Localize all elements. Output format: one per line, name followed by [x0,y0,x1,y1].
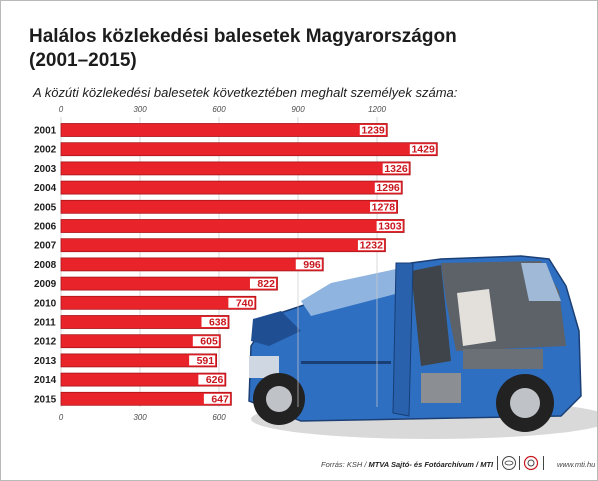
value-label-box [409,144,436,155]
mti-eye-logo [502,456,516,470]
source-prefix: Forrás: KSH / [321,460,369,469]
value-label-box [192,336,219,347]
bar [60,180,403,195]
x-tick-label: 300 [133,413,147,422]
year-label: 2012 [34,337,57,348]
value-label: 1429 [411,144,435,156]
chart-subtitle: A közúti közlekedési balesetek következt… [33,85,458,100]
bar [60,315,230,329]
bar [60,199,398,214]
value-label-box [359,125,386,135]
year-label: 2013 [34,356,57,367]
value-label-box [382,163,409,174]
value-label-box [203,393,230,404]
value-label: 1296 [376,182,400,194]
bar [60,123,388,137]
year-label: 2014 [34,375,57,386]
value-label-box [201,317,228,327]
bar [60,219,405,233]
bar [60,334,221,349]
chart-title: Halálos közlekedési balesetek Magyarorsz… [29,26,457,71]
value-label-box [189,355,216,366]
value-label: 740 [236,297,254,309]
value-label-box [374,182,401,193]
value-label: 605 [200,336,218,348]
year-label: 2015 [34,394,57,405]
value-label: 1278 [372,201,396,213]
logo-group [497,455,544,471]
year-label: 2005 [34,202,57,213]
value-label: 638 [209,317,227,329]
source-agency: MTVA Sajtó- és Fotóarchívum / MTI [368,460,494,469]
x-tick-label: 0 [59,413,64,422]
bar [60,238,386,253]
bar [60,353,218,368]
value-label: 591 [197,355,215,367]
year-label: 2010 [34,298,57,309]
value-label-box [295,259,322,270]
value-label: 1239 [361,125,385,137]
value-label-box [228,297,255,308]
value-label: 996 [303,259,321,271]
x-tick-label: 600 [212,105,226,114]
mtva-logo [523,455,539,471]
bar [60,372,227,387]
x-tick-label: 600 [212,413,226,422]
x-tick-label: 300 [133,105,147,114]
smashed-car-photo [248,255,597,439]
bars: 2001 1239 2002 1429 2003 1326 2004 1296 2005 1278… [34,123,438,406]
value-label-box [370,201,397,212]
year-label: 2011 [34,318,56,329]
x-tick-label: 1200 [368,105,386,114]
value-label: 1232 [360,240,384,252]
x-axis-top: 0 300 600 900 1200 [59,105,387,114]
bar [60,295,257,310]
bar [60,257,324,272]
bar [60,391,232,406]
year-label: 2007 [34,241,57,252]
year-label: 2004 [34,183,57,194]
x-tick-label: 0 [59,105,64,114]
value-label: 647 [211,393,229,405]
year-label: 2009 [34,279,57,290]
website-url: www.mti.hu [557,460,596,469]
x-axis-bottom: 0 300 600 [59,413,226,422]
year-label: 2006 [34,222,57,233]
value-label-box [376,221,403,231]
year-label: 2003 [34,164,57,175]
value-label-box [249,278,276,289]
year-label: 2008 [34,260,57,271]
year-label: 2001 [34,126,57,137]
year-label: 2002 [34,145,57,156]
value-label: 1303 [378,221,402,233]
bar [60,161,411,176]
value-label-box [198,374,225,385]
value-label: 626 [206,374,224,386]
bar [60,276,278,291]
bar [60,142,438,157]
value-label: 1326 [384,163,408,175]
source-line: Forrás: KSH / MTVA Sajtó- és Fotóarchívu… [321,460,493,469]
value-label-box [357,240,384,251]
x-tick-label: 900 [291,105,305,114]
value-label: 822 [257,278,275,290]
